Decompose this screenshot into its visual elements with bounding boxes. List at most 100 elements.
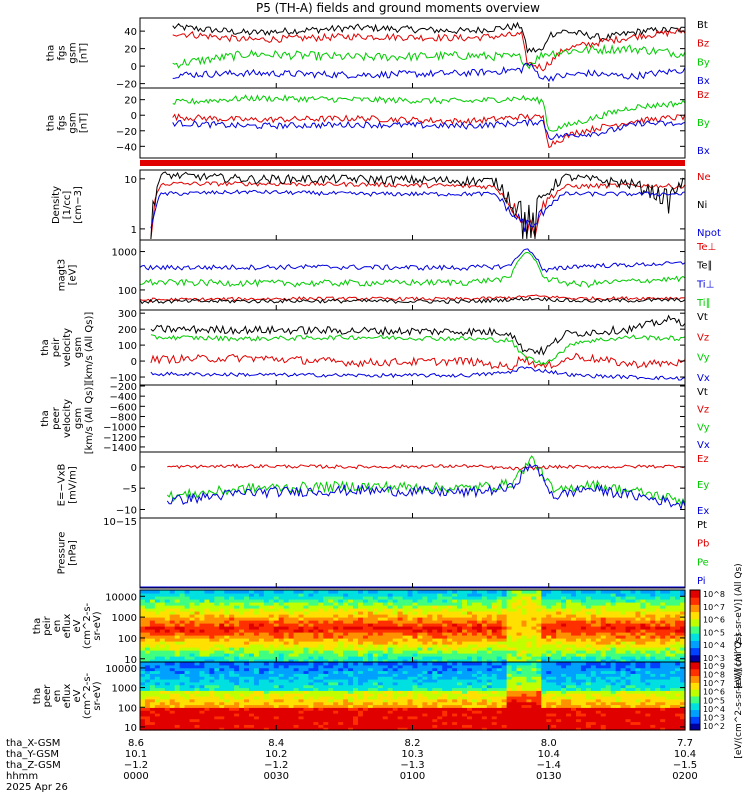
heat-cell <box>174 647 181 651</box>
heat-cell <box>615 599 622 603</box>
heat-cell <box>516 724 523 728</box>
heat-cell <box>471 681 478 686</box>
heat-cell <box>239 701 245 706</box>
heat-cell <box>303 644 310 648</box>
heat-cell <box>209 715 215 720</box>
heat-cell <box>516 707 523 711</box>
heat-cell <box>556 687 562 691</box>
heat-cell <box>422 653 428 657</box>
heat-cell <box>154 596 161 600</box>
heat-cell <box>224 687 230 691</box>
heat-cell <box>303 664 310 669</box>
heat-cell <box>288 620 295 624</box>
y-axis-label: (cm^2-s- <box>82 602 93 649</box>
heat-cell <box>491 727 498 731</box>
heat-cell <box>149 593 156 597</box>
heat-cell <box>377 635 384 639</box>
heat-cell <box>318 707 324 711</box>
heat-cell <box>174 693 181 697</box>
heat-cell <box>412 641 419 645</box>
heat-cell <box>234 602 240 606</box>
heat-cell <box>249 617 255 621</box>
heat-cell <box>283 724 290 728</box>
heat-cell <box>169 727 176 731</box>
heat-cell <box>397 698 404 703</box>
heat-cell <box>501 620 508 624</box>
heat-cell <box>392 605 399 609</box>
heat-cell <box>333 713 339 717</box>
heat-cell <box>471 656 478 660</box>
heat-cell <box>407 676 414 680</box>
heat-cell <box>144 690 151 694</box>
heat-cell <box>189 617 196 621</box>
heat-cell <box>377 626 384 630</box>
heat-cell <box>174 620 181 624</box>
heat-cell <box>308 590 314 594</box>
heat-cell <box>481 662 488 666</box>
heat-cell <box>313 698 319 703</box>
heat-cell <box>452 701 458 706</box>
heat-cell <box>432 611 438 615</box>
heat-cell <box>174 632 181 636</box>
heat-cell <box>467 605 473 609</box>
heat-cell <box>645 650 651 654</box>
heat-cell <box>580 659 587 663</box>
heat-cell <box>144 704 151 708</box>
heat-cell <box>452 687 458 691</box>
heat-cell <box>298 659 305 663</box>
heat-cell <box>283 611 290 615</box>
heat-cell <box>184 644 191 648</box>
heat-cell <box>140 656 146 660</box>
heat-cell <box>442 626 448 630</box>
y-tick-label: 300 <box>118 309 137 320</box>
heat-cell <box>422 656 428 660</box>
heat-cell <box>179 644 186 648</box>
heat-cell <box>486 632 493 636</box>
heat-cell <box>338 707 344 711</box>
heat-cell <box>194 684 201 689</box>
heat-cell <box>462 696 468 700</box>
heat-cell <box>417 623 423 627</box>
heat-cell <box>343 608 349 612</box>
heat-cell <box>258 721 265 725</box>
heat-cell <box>144 670 151 674</box>
heat-cell <box>372 676 379 680</box>
heat-cell <box>199 656 205 660</box>
heat-cell <box>268 647 275 651</box>
heat-cell <box>154 670 161 674</box>
heat-cell <box>447 641 453 645</box>
heat-cell <box>412 676 419 680</box>
heat-cell <box>422 593 428 597</box>
heat-cell <box>422 693 428 697</box>
heat-cell <box>333 710 339 714</box>
heat-cell <box>372 605 379 609</box>
heat-cell <box>353 635 359 639</box>
heat-cell <box>298 715 305 720</box>
heat-cell <box>660 656 666 660</box>
heat-cell <box>506 629 513 633</box>
heat-cell <box>561 608 567 612</box>
heat-cell <box>680 620 686 624</box>
heat-cell <box>481 681 488 686</box>
heat-cell <box>417 596 423 600</box>
heat-cell <box>382 617 389 621</box>
heat-cell <box>164 698 171 703</box>
heat-cell <box>571 617 577 621</box>
heat-cell <box>278 693 285 697</box>
heat-cell <box>283 629 290 633</box>
heat-cell <box>462 593 468 597</box>
heat-cell <box>313 653 319 657</box>
heat-cell <box>511 647 518 651</box>
heat-cell <box>556 632 562 636</box>
heat-cell <box>501 617 508 621</box>
heat-cell <box>244 617 250 621</box>
heat-cell <box>159 635 166 639</box>
heat-cell <box>427 602 433 606</box>
heat-cell <box>377 687 384 691</box>
heat-cell <box>561 679 567 683</box>
heat-cell <box>293 593 300 597</box>
heat-cell <box>516 701 523 706</box>
heat-cell <box>224 673 230 677</box>
heat-cell <box>268 696 275 700</box>
heat-cell <box>650 617 656 621</box>
